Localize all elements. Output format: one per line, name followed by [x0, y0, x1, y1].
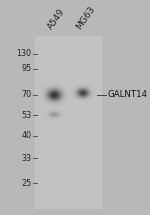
Text: 70: 70: [21, 90, 32, 99]
Text: A549: A549: [46, 7, 67, 31]
Text: GALNT14: GALNT14: [108, 90, 148, 99]
Text: 95: 95: [21, 64, 32, 74]
Text: 53: 53: [21, 111, 32, 120]
Text: MG63: MG63: [75, 4, 97, 31]
Text: 130: 130: [17, 49, 32, 58]
Text: 25: 25: [21, 179, 32, 188]
FancyBboxPatch shape: [35, 36, 102, 209]
Text: 40: 40: [22, 131, 32, 140]
Text: 33: 33: [22, 154, 32, 163]
